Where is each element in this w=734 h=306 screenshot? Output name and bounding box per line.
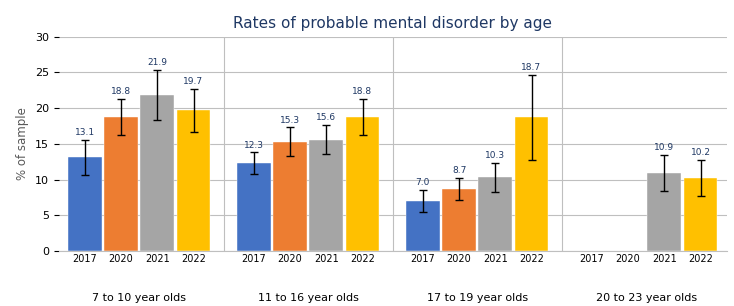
Text: 10.9: 10.9 [654, 144, 675, 152]
Text: 18.8: 18.8 [111, 87, 131, 96]
Text: 15.3: 15.3 [280, 116, 300, 125]
Bar [273, 142, 307, 251]
Text: 10.2: 10.2 [691, 148, 711, 157]
Y-axis label: % of sample: % of sample [16, 107, 29, 180]
Bar [683, 178, 717, 251]
Bar [177, 110, 211, 251]
Text: 18.7: 18.7 [521, 63, 542, 72]
Bar [310, 140, 343, 251]
Text: 7 to 10 year olds: 7 to 10 year olds [92, 293, 186, 303]
Bar [443, 189, 476, 251]
Text: 10.3: 10.3 [485, 151, 505, 160]
Bar [406, 201, 440, 251]
Text: 7.0: 7.0 [415, 178, 430, 187]
Text: 11 to 16 year olds: 11 to 16 year olds [258, 293, 359, 303]
Text: 17 to 19 year olds: 17 to 19 year olds [426, 293, 528, 303]
Bar [140, 95, 174, 251]
Text: 20 to 23 year olds: 20 to 23 year olds [595, 293, 697, 303]
Text: 13.1: 13.1 [75, 128, 95, 137]
Bar [104, 117, 138, 251]
Bar [647, 173, 681, 251]
Bar [479, 177, 512, 251]
Text: 15.6: 15.6 [316, 114, 336, 122]
Bar [68, 157, 102, 251]
Text: 19.7: 19.7 [184, 77, 203, 86]
Title: Rates of probable mental disorder by age: Rates of probable mental disorder by age [233, 17, 552, 32]
Bar [346, 117, 379, 251]
Text: 21.9: 21.9 [148, 58, 167, 67]
Bar [237, 163, 271, 251]
Text: 8.7: 8.7 [452, 166, 466, 175]
Bar [515, 118, 548, 251]
Text: 18.8: 18.8 [352, 87, 373, 96]
Text: 12.3: 12.3 [244, 140, 264, 150]
